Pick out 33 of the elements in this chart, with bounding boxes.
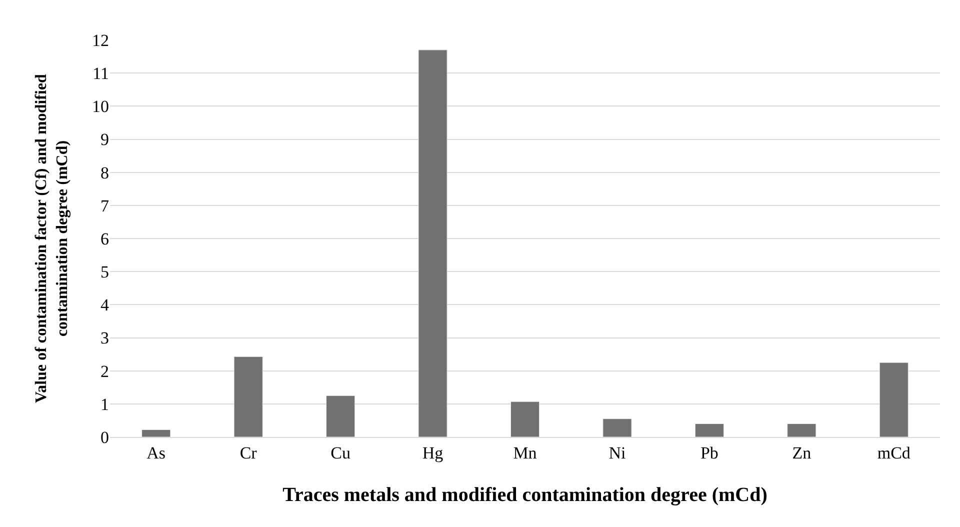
bar — [602, 418, 632, 437]
y-tick-label: 11 — [92, 64, 109, 84]
y-tick-label: 0 — [100, 428, 109, 447]
x-tick-label: Mn — [513, 443, 538, 462]
bar — [787, 424, 816, 437]
x-tick-label: mCd — [877, 443, 911, 462]
y-axis-title: Value of contamination factor (Cf) and modified contamination degree (mCd) — [33, 74, 71, 403]
bar — [510, 401, 540, 437]
x-tick-label: Pb — [700, 443, 718, 462]
x-tick-label: Ni — [608, 443, 626, 462]
y-tick-label: 10 — [92, 97, 109, 116]
x-tick-label: Cr — [240, 443, 258, 462]
x-tick-label: Zn — [792, 443, 812, 462]
x-tick-label: As — [146, 443, 166, 462]
y-tick-label: 1 — [100, 394, 109, 414]
bar — [879, 362, 908, 437]
y-tick-label: 2 — [100, 362, 109, 381]
bar — [142, 429, 171, 437]
x-axis-title: Traces metals and modified contamination degree (mCd) — [282, 484, 768, 506]
y-tick-label: 12 — [92, 30, 109, 50]
bar — [326, 395, 356, 437]
y-tick-label: 4 — [100, 296, 110, 315]
y-tick-label: 3 — [100, 328, 109, 348]
x-tick-label: Cu — [330, 443, 351, 462]
bar — [418, 50, 448, 437]
y-tick-label: 6 — [100, 229, 109, 248]
bar — [234, 356, 263, 437]
x-tick-label: Hg — [422, 443, 444, 462]
y-tick-label: 9 — [100, 130, 109, 150]
y-tick-label: 7 — [100, 196, 110, 216]
y-tick-label: 5 — [100, 262, 109, 282]
bar — [694, 424, 724, 437]
y-tick-label: 8 — [100, 163, 109, 182]
